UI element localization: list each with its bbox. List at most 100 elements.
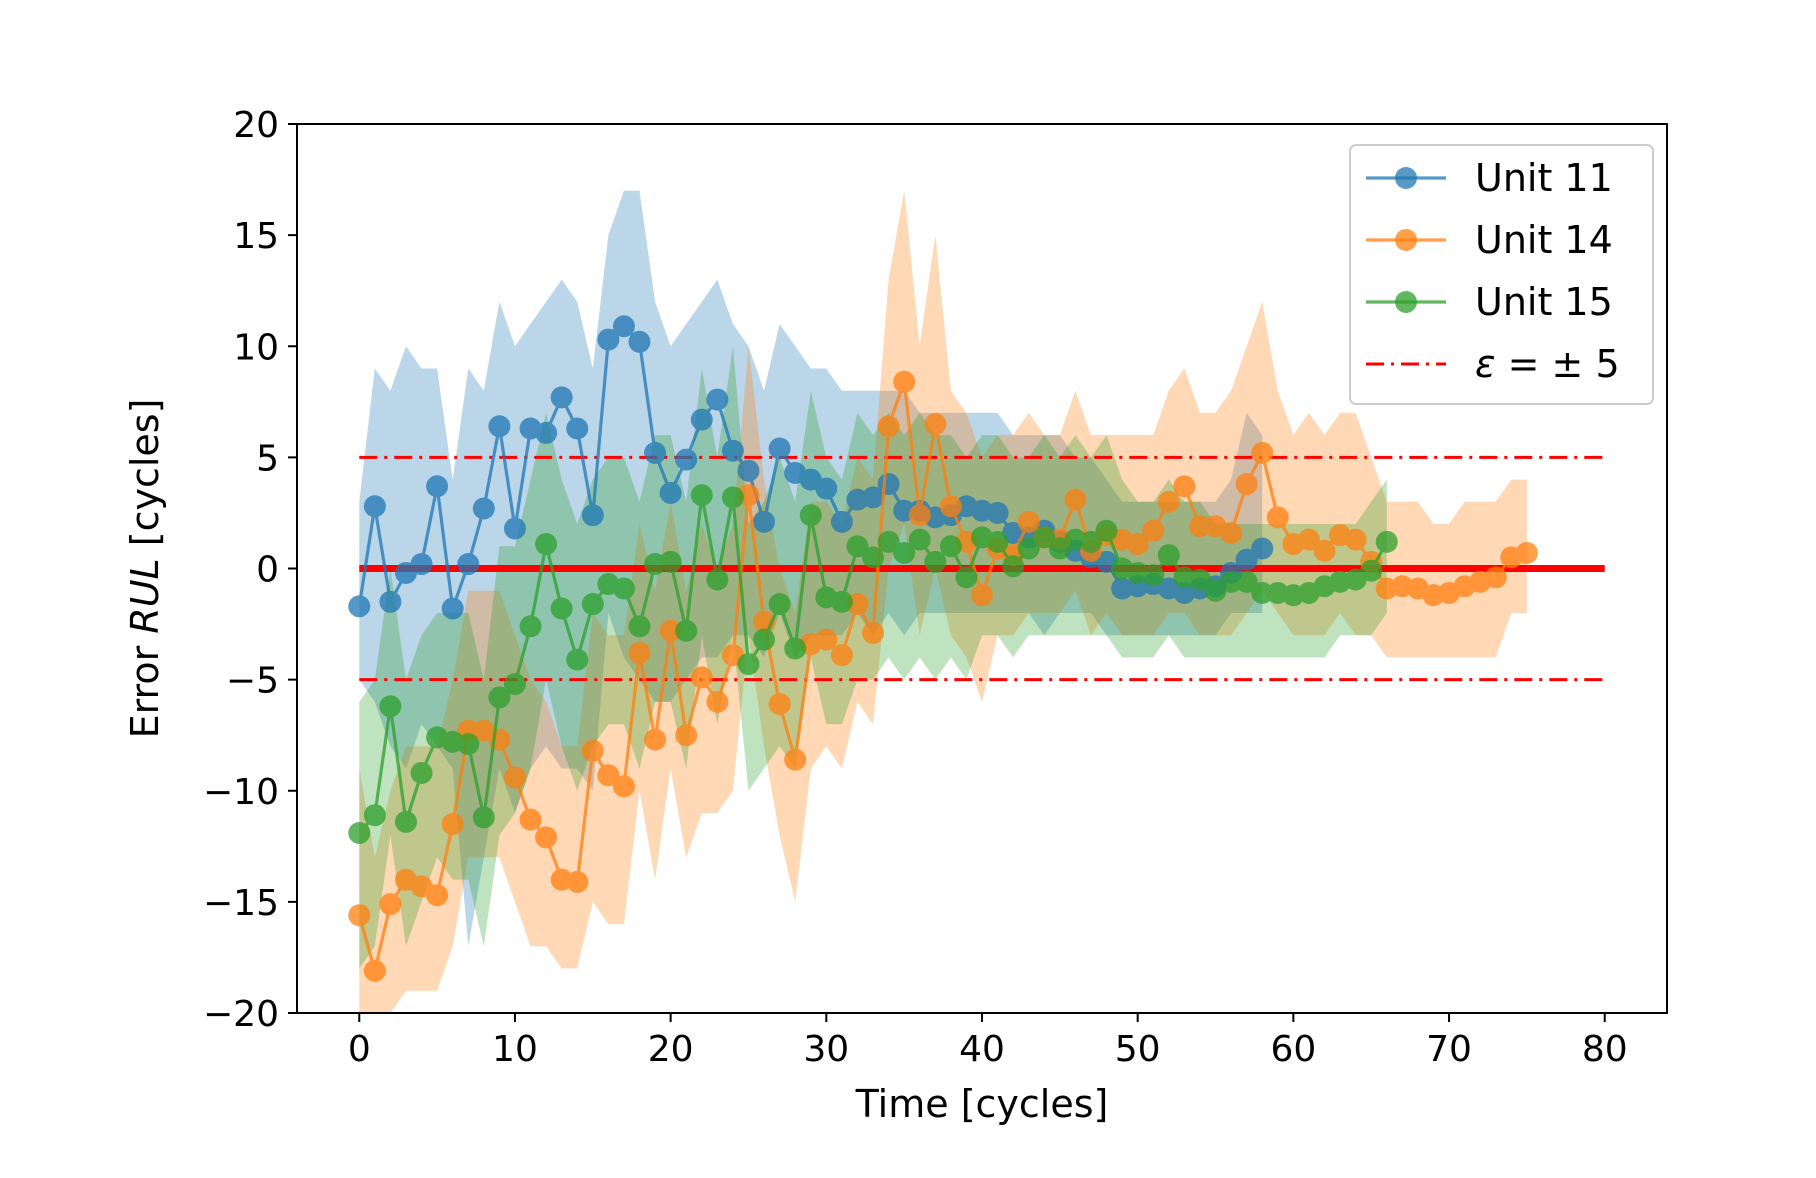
x-tick-label: 60 — [1270, 1029, 1316, 1070]
data-point — [706, 690, 729, 713]
data-point — [410, 761, 433, 784]
data-point — [1079, 530, 1102, 553]
y-axis-label-suffix: [cycles] — [123, 399, 167, 559]
x-tick-label: 30 — [803, 1029, 849, 1070]
x-tick-label: 80 — [1582, 1029, 1628, 1070]
legend: Unit 11 Unit 14 Unit 15 ε = ± 5 — [1349, 144, 1654, 405]
data-point — [659, 481, 682, 504]
data-point — [784, 637, 807, 660]
legend-epsilon-rest: = ± 5 — [1496, 342, 1620, 386]
data-point — [566, 417, 589, 440]
y-tick-label: 20 — [233, 105, 279, 146]
data-point — [488, 415, 511, 438]
data-point — [690, 484, 713, 507]
data-point — [1235, 548, 1258, 571]
data-point — [830, 644, 853, 667]
data-point — [737, 653, 760, 676]
data-point — [799, 504, 822, 527]
data-point — [348, 904, 371, 927]
data-point — [628, 641, 651, 664]
data-point — [908, 528, 931, 551]
data-point — [753, 510, 776, 533]
data-point — [535, 421, 558, 444]
data-point — [924, 413, 947, 436]
data-point — [1157, 490, 1180, 513]
y-axis-label-prefix: Error — [123, 634, 167, 739]
data-point — [550, 386, 573, 409]
data-point — [955, 566, 978, 589]
data-point — [581, 739, 604, 762]
data-point — [830, 510, 853, 533]
data-point — [877, 530, 900, 553]
data-point — [644, 441, 667, 464]
data-point — [566, 870, 589, 893]
data-point — [1157, 544, 1180, 567]
data-point — [426, 884, 449, 907]
data-point — [1002, 555, 1025, 578]
data-point — [379, 695, 402, 718]
reference-lines — [359, 455, 1605, 682]
data-point — [379, 590, 402, 613]
data-point — [721, 486, 744, 509]
data-point — [737, 459, 760, 482]
data-point — [675, 724, 698, 747]
legend-box — [1349, 144, 1654, 405]
y-tick-label: −5 — [226, 661, 279, 702]
data-point — [924, 550, 947, 573]
data-point — [1220, 570, 1243, 593]
legend-item-unit-15: Unit 15 — [1366, 280, 1613, 324]
data-point — [426, 475, 449, 498]
data-point — [706, 568, 729, 591]
data-point — [457, 553, 480, 576]
x-tick-label: 40 — [959, 1029, 1005, 1070]
data-point — [753, 628, 776, 651]
data-point — [1126, 533, 1149, 556]
data-point — [908, 504, 931, 527]
data-point — [581, 593, 604, 616]
data-point — [535, 826, 558, 849]
legend-item-epsilon: ε = ± 5 — [1366, 342, 1620, 386]
x-tick-label: 70 — [1426, 1029, 1472, 1070]
y-axis-ticks: −20 −15 −10 −5 0 5 10 15 20 — [203, 105, 297, 1035]
y-tick-label: 0 — [256, 550, 279, 591]
x-axis-label: Time [cycles] — [855, 1082, 1109, 1126]
data-point — [706, 388, 729, 411]
legend-swatch-marker — [1395, 291, 1417, 313]
data-point — [1173, 475, 1196, 498]
legend-label: Unit 14 — [1475, 218, 1613, 262]
data-point — [1235, 473, 1258, 496]
series-unit-15 — [348, 484, 1398, 844]
data-point — [348, 595, 371, 618]
data-point — [1251, 441, 1274, 464]
data-point — [815, 477, 838, 500]
y-axis-label: Error RUL [cycles] — [123, 399, 167, 739]
data-point — [1375, 530, 1398, 553]
data-point — [1251, 581, 1274, 604]
data-point — [612, 315, 635, 338]
data-point — [1344, 528, 1367, 551]
legend-swatch-marker — [1395, 229, 1417, 251]
y-tick-label: 5 — [256, 438, 279, 479]
data-point — [363, 495, 386, 518]
data-point — [1017, 510, 1040, 533]
data-point — [877, 415, 900, 438]
data-point — [893, 541, 916, 564]
legend-label: ε = ± 5 — [1475, 342, 1620, 386]
data-point — [441, 813, 464, 836]
data-point — [768, 437, 791, 460]
data-point — [1064, 488, 1087, 511]
data-point — [986, 530, 1009, 553]
legend-item-unit-11: Unit 11 — [1366, 156, 1613, 200]
data-point — [503, 766, 526, 789]
legend-label: Unit 11 — [1475, 156, 1613, 200]
legend-epsilon-symbol: ε — [1475, 342, 1496, 386]
data-point — [768, 593, 791, 616]
legend-label: Unit 15 — [1475, 280, 1613, 324]
data-point — [877, 473, 900, 496]
data-point — [1360, 559, 1383, 582]
y-tick-label: −15 — [203, 883, 279, 924]
data-point — [644, 728, 667, 751]
data-point — [986, 501, 1009, 524]
data-point — [1313, 539, 1336, 562]
data-point — [893, 370, 916, 393]
